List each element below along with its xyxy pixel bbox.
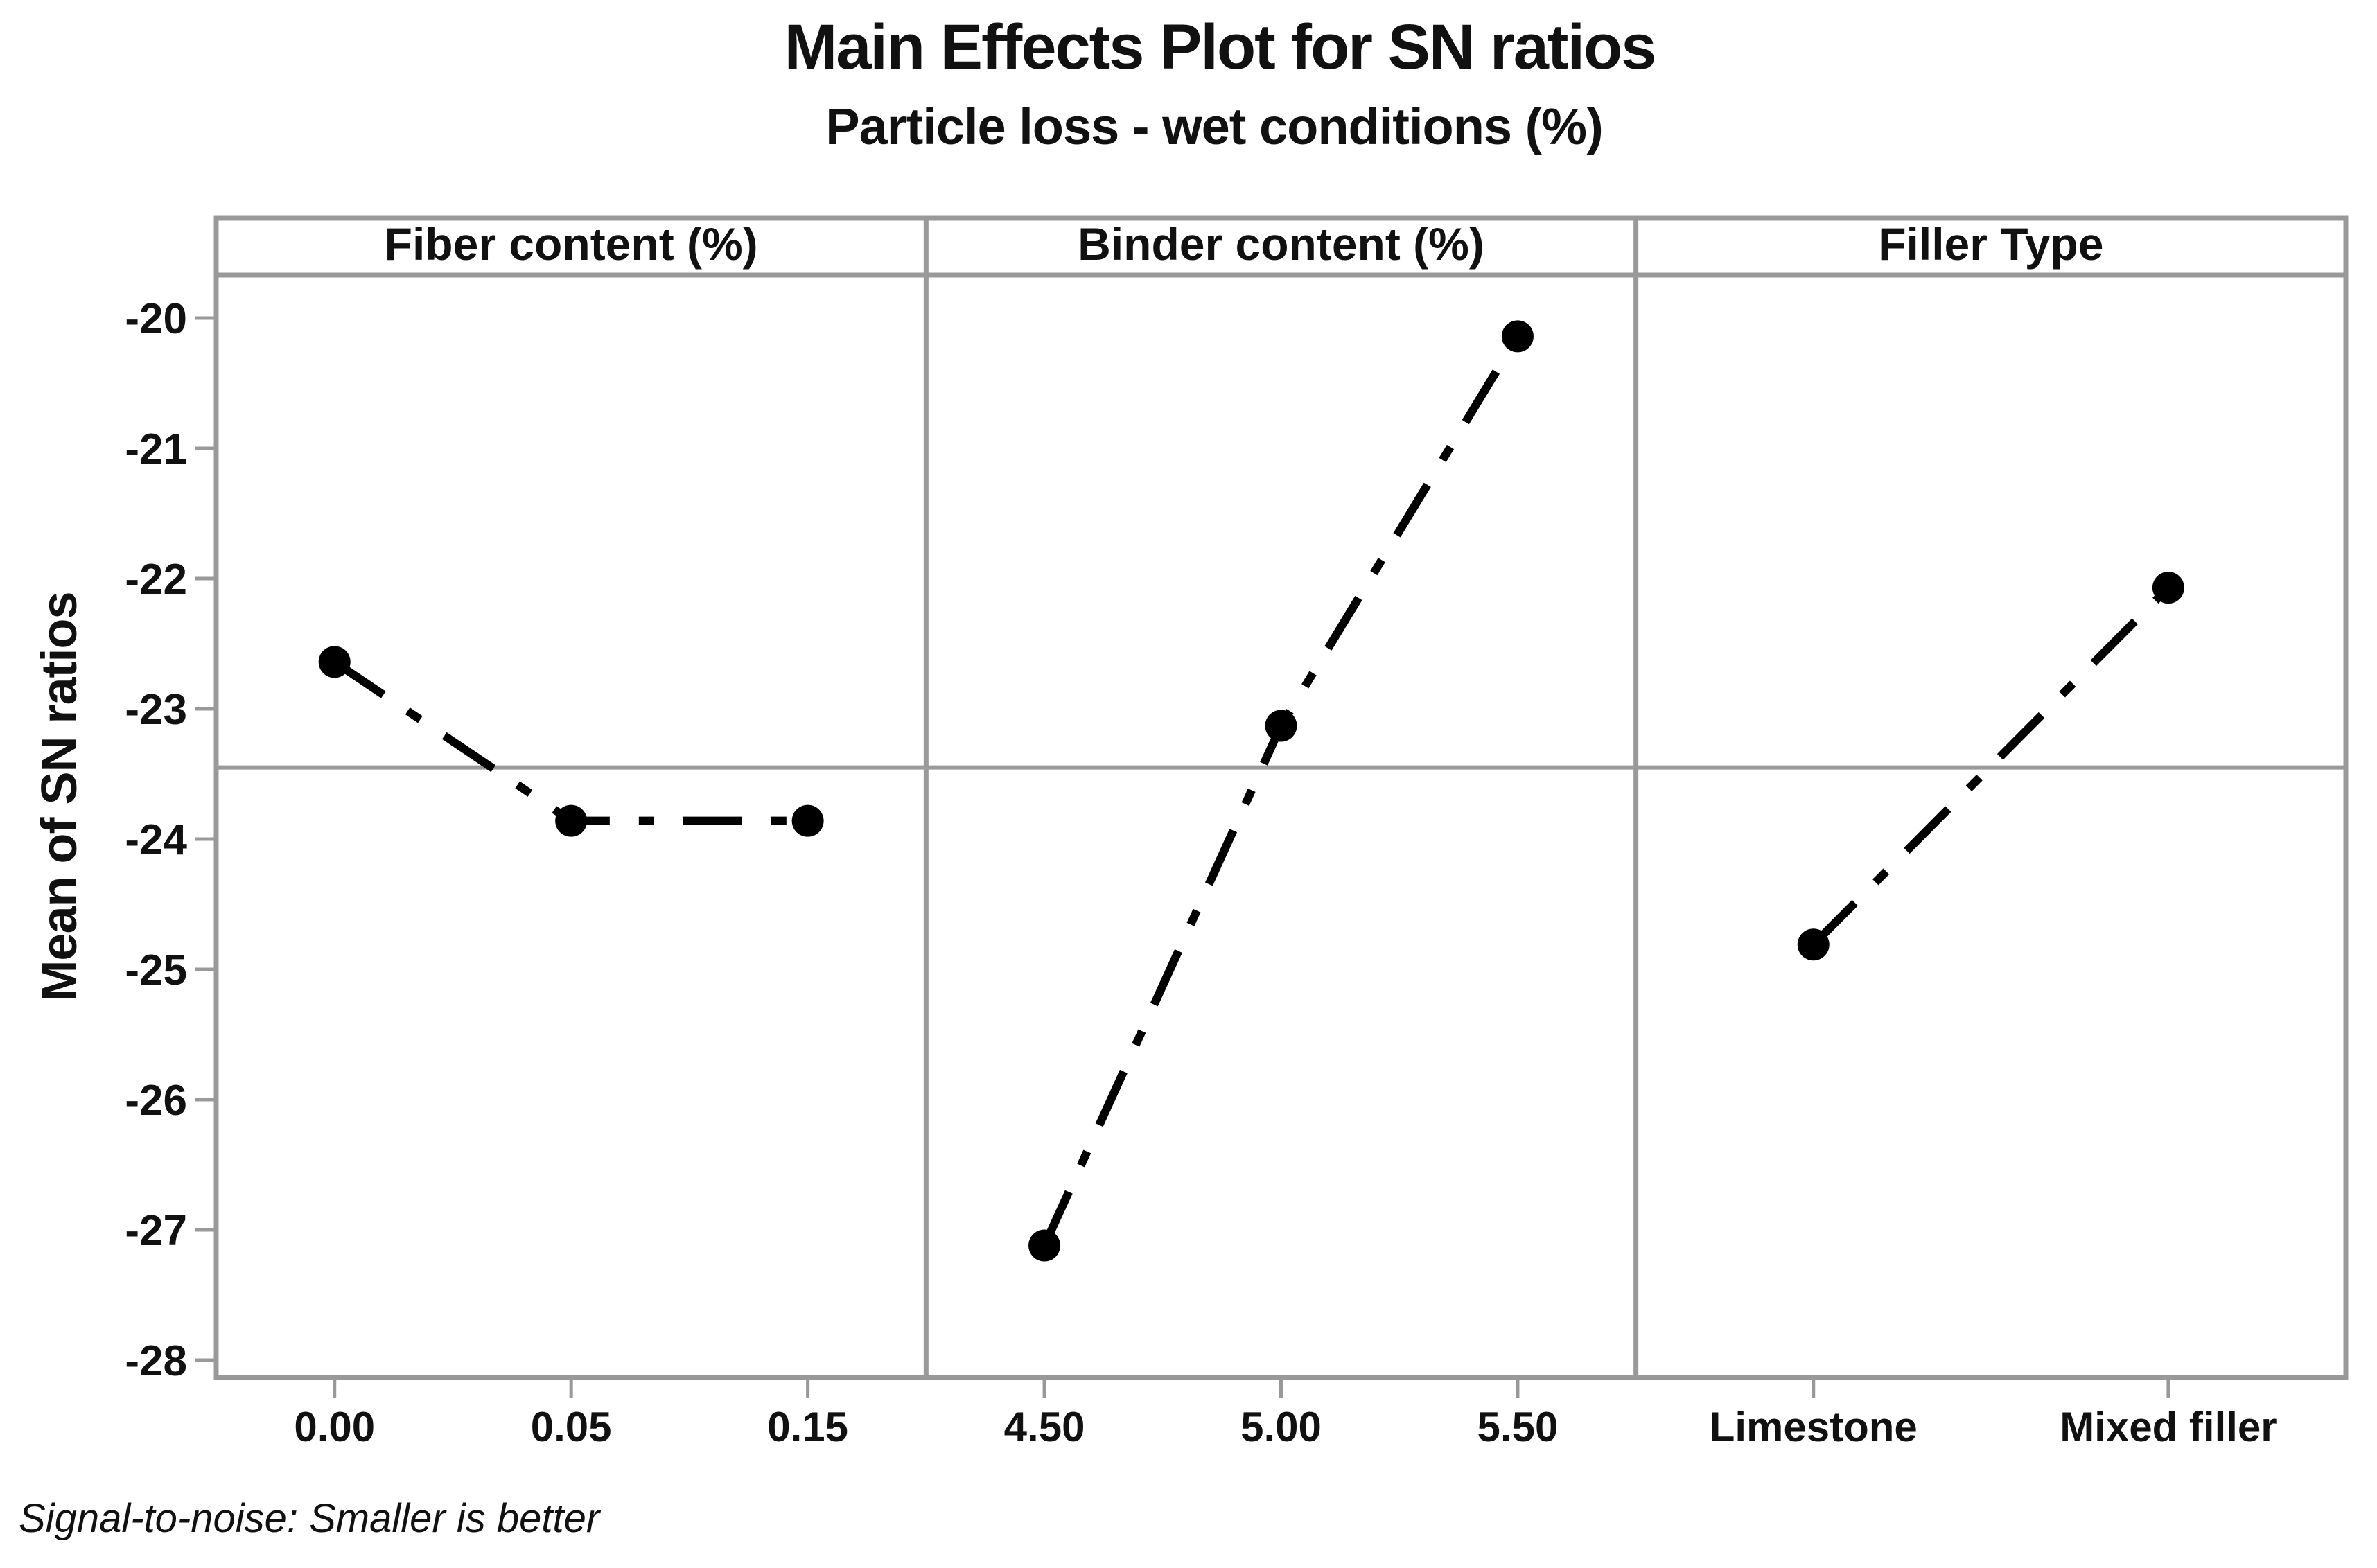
- x-tick-label: 5.50: [1477, 1404, 1559, 1450]
- x-tick-label: Mixed filler: [2060, 1404, 2277, 1450]
- y-tick-label: -24: [125, 816, 187, 864]
- y-tick-label: -26: [125, 1077, 187, 1125]
- data-point-marker: [1028, 1229, 1061, 1262]
- x-tick-label: Limestone: [1710, 1404, 1918, 1450]
- x-tick-label: 0.15: [767, 1404, 848, 1450]
- y-tick-label: -23: [125, 686, 187, 734]
- data-point-marker: [1501, 320, 1534, 353]
- data-point-marker: [2152, 572, 2184, 604]
- data-point-marker: [318, 646, 351, 678]
- panel-label: Filler Type: [1878, 218, 2103, 270]
- footnote: Signal-to-noise: Smaller is better: [19, 1496, 600, 1541]
- panel-label: Fiber content (%): [385, 218, 758, 270]
- x-tick-label: 5.00: [1240, 1404, 1322, 1450]
- data-point-marker: [555, 804, 588, 837]
- x-tick-label: 4.50: [1004, 1404, 1085, 1450]
- x-tick-label: 0.00: [294, 1404, 375, 1450]
- effects-line: [332, 658, 808, 825]
- y-tick-label: -20: [125, 295, 187, 343]
- x-tick-label: 0.05: [531, 1404, 612, 1450]
- effects-line: [1810, 584, 2172, 948]
- y-tick-label: -28: [125, 1337, 187, 1385]
- y-tick-label: -25: [125, 946, 187, 994]
- effects-line: [1040, 334, 1522, 1248]
- panel-label: Binder content (%): [1078, 218, 1484, 270]
- data-point-marker: [1797, 928, 1830, 961]
- data-point-marker: [791, 804, 824, 837]
- plot-frame: [213, 215, 2349, 1380]
- data-point-marker: [1265, 710, 1297, 742]
- chart-subtitle: Particle loss - wet conditions (%): [825, 98, 1603, 155]
- y-tick-label: -21: [125, 425, 187, 473]
- chart-title: Main Effects Plot for SN ratios: [784, 12, 1657, 82]
- y-tick-label: -27: [125, 1207, 187, 1255]
- y-tick-label: -22: [125, 556, 187, 604]
